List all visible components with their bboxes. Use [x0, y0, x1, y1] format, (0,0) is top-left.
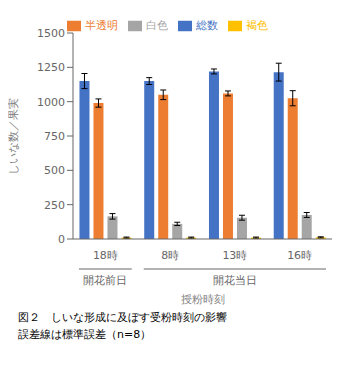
html-text:褐色: 褐色 [246, 19, 268, 32]
svg-text:8時: 8時 [161, 249, 179, 262]
svg-text:しいな数／果実: しいな数／果実 [8, 98, 20, 175]
svg-text:750: 750 [44, 130, 65, 143]
svg-text:16時: 16時 [287, 249, 312, 262]
svg-text:授粉時刻: 授粉時刻 [181, 293, 225, 306]
html-text:図２ しいな形成に及ぼす受粉時刻の影響: 図２ しいな形成に及ぼす受粉時刻の影響 [18, 311, 227, 324]
html-text:誤差線は標準誤差（n=8）: 誤差線は標準誤差（n=8） [18, 328, 152, 341]
svg-text:開花当日: 開花当日 [213, 274, 257, 287]
html-text:白色: 白色 [146, 19, 168, 32]
svg-text:13時: 13時 [222, 249, 247, 262]
svg-text:1250: 1250 [37, 61, 65, 74]
html-text:半透明: 半透明 [85, 19, 118, 32]
html-text:総数: 総数 [196, 19, 218, 32]
svg-text:500: 500 [44, 164, 65, 177]
svg-text:250: 250 [44, 199, 65, 212]
svg-text:開花前日: 開花前日 [83, 274, 127, 287]
svg-text:1000: 1000 [37, 96, 65, 109]
svg-text:1500: 1500 [37, 27, 65, 40]
svg-text:0: 0 [58, 233, 65, 246]
svg-text:18時: 18時 [93, 249, 118, 262]
